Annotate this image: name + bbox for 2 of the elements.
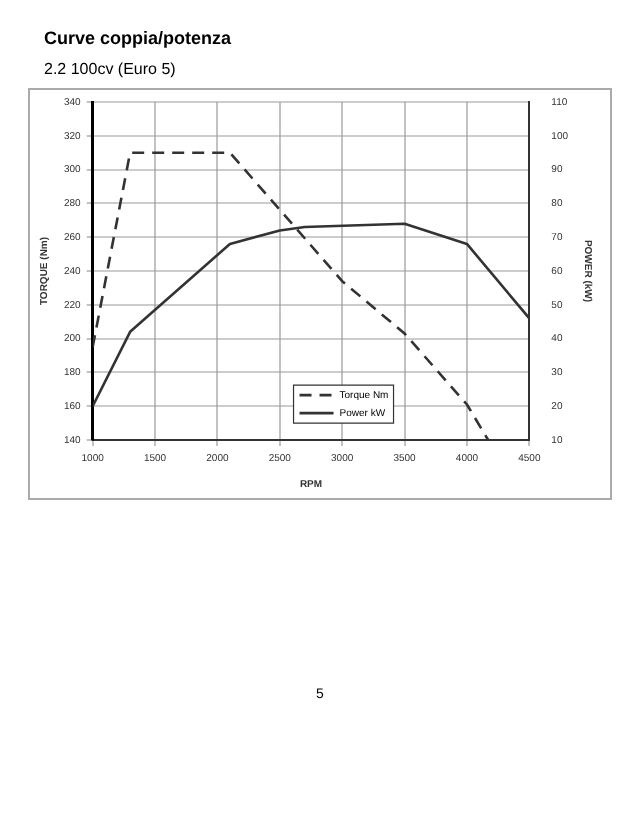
chart-subtitle: 2.2 100cv (Euro 5) xyxy=(44,60,176,78)
chart-title: Curve coppia/potenza xyxy=(44,28,232,48)
